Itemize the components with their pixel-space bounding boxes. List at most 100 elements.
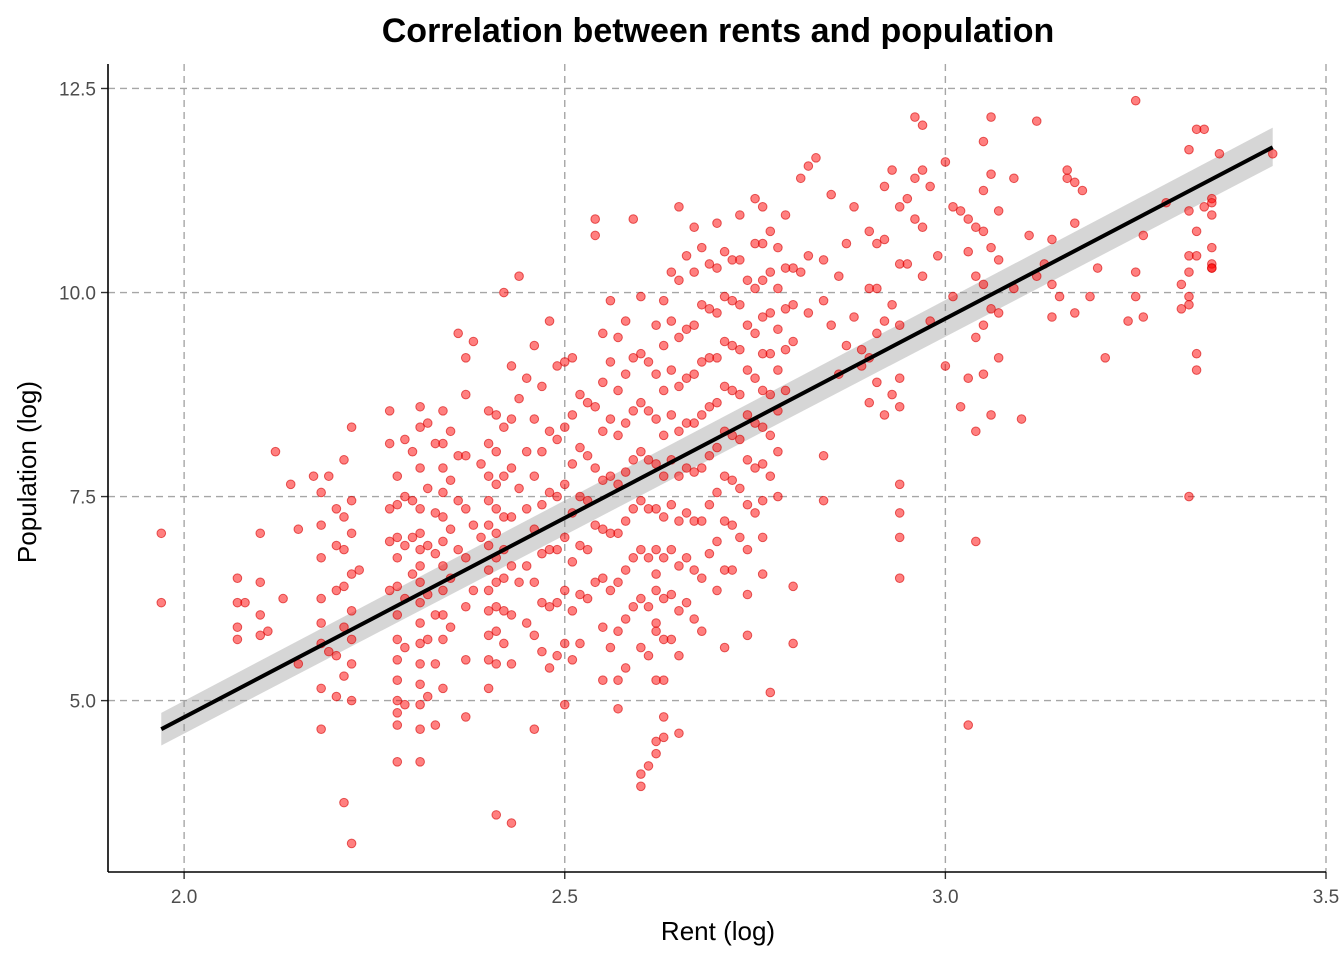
data-point (567, 459, 578, 469)
data-point (491, 626, 502, 637)
grid-layer (108, 64, 1327, 872)
data-point (491, 479, 502, 490)
data-point (339, 544, 349, 555)
data-point (1054, 291, 1065, 302)
data-point (917, 120, 928, 131)
y-tick-label: 7.5 (70, 488, 96, 509)
data-point (392, 654, 403, 665)
data-point (651, 504, 661, 514)
data-point (902, 259, 913, 269)
data-point (529, 724, 540, 734)
data-point (765, 226, 776, 237)
data-point (415, 544, 425, 555)
data-point (681, 508, 692, 518)
data-point (415, 757, 425, 767)
data-point (422, 691, 433, 702)
data-point (483, 630, 494, 641)
data-point (316, 724, 326, 734)
data-point (491, 601, 502, 612)
data-point (255, 577, 266, 588)
data-point (971, 332, 981, 343)
data-point (1176, 304, 1187, 314)
axes-layer: 2.0 2.5 3.0 3.5 5.0 7.5 10.0 12.5 (59, 64, 1339, 908)
data-point (978, 136, 989, 147)
data-point (894, 479, 905, 490)
data-point (445, 475, 456, 486)
data-point (1138, 230, 1149, 241)
data-point (651, 369, 661, 379)
data-point (346, 569, 357, 579)
data-point (993, 255, 1004, 265)
data-point (712, 585, 722, 596)
data-point (910, 214, 920, 224)
data-point (719, 381, 730, 392)
data-point (468, 585, 479, 596)
data-point (834, 271, 844, 282)
data-point (537, 548, 547, 559)
data-point (1100, 353, 1111, 363)
data-point (780, 210, 791, 220)
data-point (392, 634, 403, 645)
data-point (559, 585, 570, 596)
data-point (438, 463, 448, 473)
data-point (719, 516, 730, 526)
data-point (826, 189, 836, 200)
data-point (1024, 230, 1034, 241)
data-point (735, 255, 745, 265)
data-point (316, 552, 326, 563)
data-point (316, 593, 326, 604)
x-tick-label: 2.0 (171, 887, 197, 908)
data-point (476, 532, 486, 543)
data-point (575, 540, 585, 551)
data-point (605, 414, 616, 424)
data-point (620, 467, 631, 477)
data-point (422, 418, 433, 428)
data-point (598, 328, 608, 339)
data-point (674, 516, 684, 526)
data-point (384, 406, 395, 416)
data-point (651, 736, 661, 747)
data-point (872, 328, 882, 339)
data-point (780, 344, 791, 355)
data-point (316, 520, 326, 530)
data-point (963, 720, 974, 730)
data-point (803, 308, 814, 318)
data-point (735, 344, 745, 355)
data-point (666, 634, 677, 645)
data-point (894, 573, 905, 583)
data-point (384, 585, 395, 596)
data-point (400, 642, 410, 653)
data-point (666, 499, 677, 510)
data-point (818, 255, 829, 265)
data-point (727, 475, 738, 486)
data-point (255, 610, 266, 620)
data-point (658, 512, 669, 522)
data-point (917, 165, 928, 175)
data-point (879, 410, 890, 420)
data-point (696, 410, 707, 420)
data-point (978, 279, 989, 290)
data-point (750, 193, 760, 204)
data-point (651, 414, 661, 424)
data-point (1130, 291, 1141, 302)
data-point (605, 642, 616, 653)
data-point (879, 181, 890, 192)
data-point (1184, 206, 1194, 216)
data-point (346, 634, 357, 645)
data-point (742, 320, 753, 330)
data-point (910, 112, 920, 122)
data-point (323, 646, 334, 657)
data-point (636, 397, 646, 408)
data-point (986, 112, 996, 122)
data-point (156, 597, 167, 608)
data-point (506, 610, 517, 620)
data-point (636, 769, 646, 779)
data-point (438, 536, 448, 547)
data-point (651, 569, 661, 579)
data-point (430, 548, 441, 559)
data-point (506, 818, 517, 828)
data-point (1207, 263, 1217, 273)
data-point (643, 357, 654, 367)
data-point (430, 720, 441, 730)
data-point (955, 401, 966, 412)
